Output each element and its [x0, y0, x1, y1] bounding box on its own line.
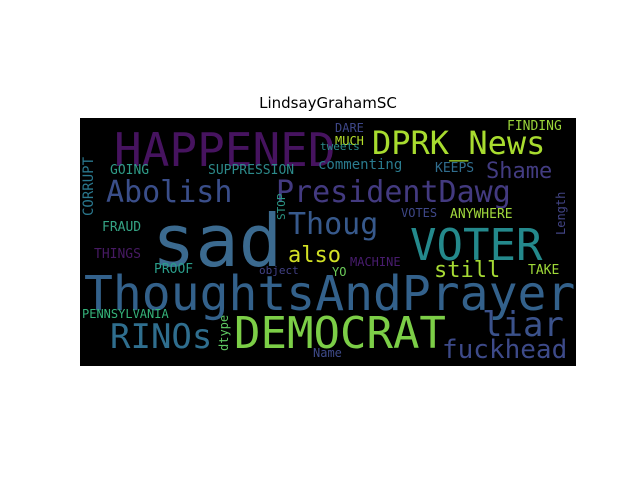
- word-democrat: DEMOCRAT: [234, 308, 446, 359]
- word-votes: VOTES: [401, 206, 437, 220]
- word-still: still: [434, 258, 500, 283]
- word-keeps: KEEPS: [435, 161, 474, 176]
- word-finding: FINDING: [507, 119, 562, 134]
- word-corrupt: CORRUPT: [81, 156, 97, 216]
- word-fuckhead: fuckhead: [442, 335, 567, 365]
- word-thoug: Thoug: [288, 207, 378, 242]
- word-length: Length: [554, 192, 568, 235]
- word-object: object: [259, 264, 299, 277]
- word-yo: YO: [332, 265, 346, 279]
- word-dare: DARE: [335, 121, 364, 135]
- word-commenting: commenting: [318, 157, 402, 173]
- word-rinos: RINOs: [110, 317, 212, 357]
- word-fraud: FRAUD: [102, 220, 141, 235]
- word-voter: VOTER: [410, 220, 543, 271]
- word-much: MUCH: [335, 134, 364, 148]
- word-things: THINGS: [94, 247, 141, 262]
- word-suppression: SUPPRESSION: [208, 163, 294, 178]
- word-take: TAKE: [528, 263, 559, 278]
- word-going: GOING: [110, 163, 149, 178]
- word-shame: Shame: [486, 159, 552, 184]
- word-machine: MACHINE: [350, 255, 401, 269]
- chart-title: LindsayGrahamSC: [259, 94, 397, 112]
- word-anywhere: ANYWHERE: [450, 207, 513, 222]
- word-dtype: dtype: [217, 315, 231, 351]
- word-abolish: Abolish: [106, 175, 232, 210]
- word-also: also: [288, 243, 341, 268]
- word-tweets: tweets: [320, 140, 360, 153]
- word-dprk-news: DPRK_News: [372, 124, 545, 162]
- word-thoughtsandprayers: ThoughtsAndPrayers: [84, 266, 576, 322]
- word-sad: sad: [152, 199, 282, 283]
- word-proof: PROOF: [154, 262, 193, 277]
- word-stop: STOP: [275, 193, 288, 220]
- word-liar: liar: [482, 305, 564, 345]
- word-happened: HAPPENED: [114, 123, 336, 177]
- word-pennsylvania: PENNSYLVANIA: [82, 307, 169, 321]
- word-name: Name: [313, 346, 342, 360]
- word-presidentdawg: PresidentDawg: [276, 175, 511, 210]
